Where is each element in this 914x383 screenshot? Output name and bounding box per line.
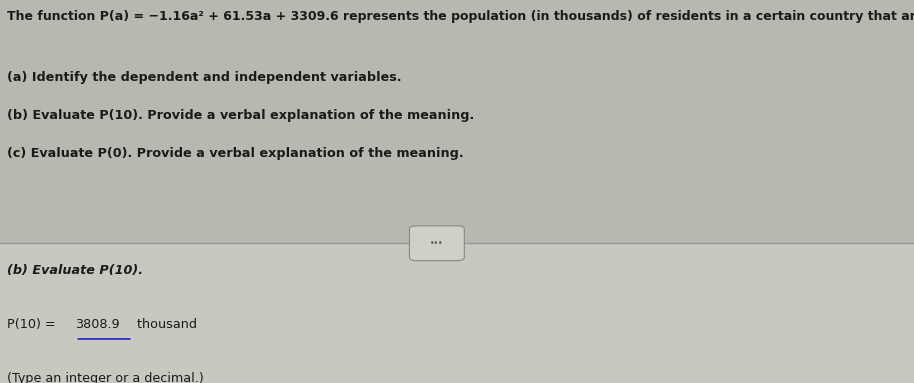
FancyBboxPatch shape bbox=[0, 0, 914, 243]
Text: (a) Identify the dependent and independent variables.: (a) Identify the dependent and independe… bbox=[7, 71, 402, 84]
Text: (Type an integer or a decimal.): (Type an integer or a decimal.) bbox=[7, 372, 204, 383]
Text: The function P(a) = −1.16a² + 61.53a + 3309.6 represents the population (in thou: The function P(a) = −1.16a² + 61.53a + 3… bbox=[7, 10, 914, 23]
Text: (b) Evaluate P(10).: (b) Evaluate P(10). bbox=[7, 264, 143, 277]
Text: (b) Evaluate P(10). Provide a verbal explanation of the meaning.: (b) Evaluate P(10). Provide a verbal exp… bbox=[7, 109, 474, 122]
Text: (c) Evaluate P(0). Provide a verbal explanation of the meaning.: (c) Evaluate P(0). Provide a verbal expl… bbox=[7, 147, 464, 160]
Text: •••: ••• bbox=[430, 239, 443, 248]
FancyBboxPatch shape bbox=[409, 226, 464, 260]
Text: 3808.9: 3808.9 bbox=[75, 318, 120, 331]
Text: thousand: thousand bbox=[133, 318, 197, 331]
Text: P(10) =: P(10) = bbox=[7, 318, 60, 331]
